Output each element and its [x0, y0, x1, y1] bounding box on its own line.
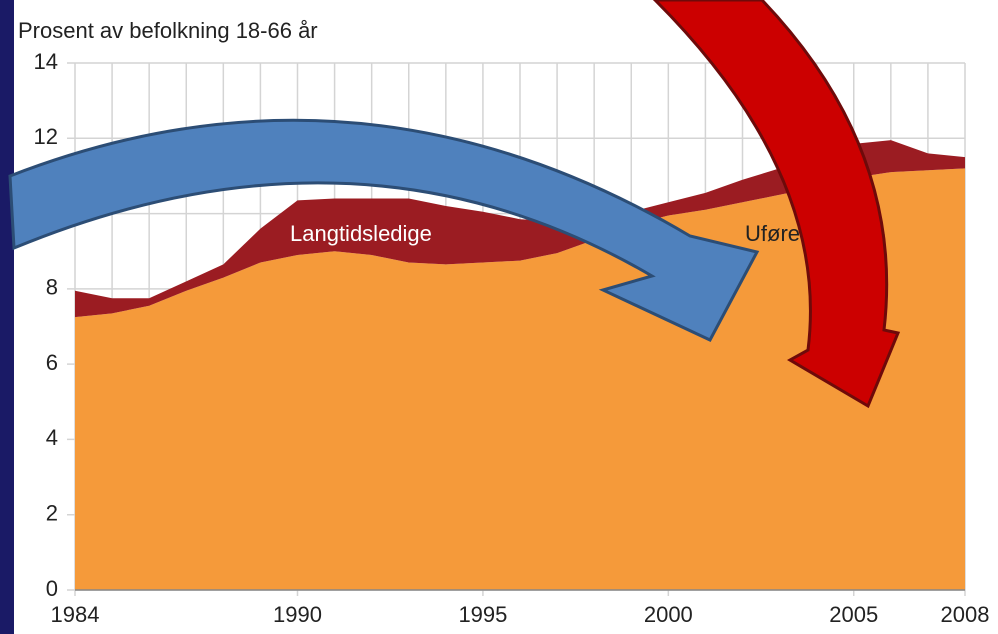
series-label: Langtidsledige: [290, 221, 432, 246]
y-tick-label: 12: [34, 124, 58, 149]
x-tick-label: 2000: [644, 602, 693, 627]
y-tick-label: 2: [46, 501, 58, 526]
chart-title: Prosent av befolkning 18-66 år: [18, 18, 318, 43]
y-tick-label: 8: [46, 275, 58, 300]
x-tick-label: 1995: [458, 602, 507, 627]
x-tick-label: 1990: [273, 602, 322, 627]
area: [75, 140, 965, 318]
blue-arrow: [8, 118, 760, 342]
y-tick-label: 14: [34, 49, 58, 74]
y-tick-label: 6: [46, 350, 58, 375]
y-tick-label: 4: [46, 425, 58, 450]
x-tick-label: 2008: [941, 602, 990, 627]
x-tick-label: 1984: [51, 602, 100, 627]
red-arrow: [652, 0, 901, 409]
overlay: [0, 0, 901, 634]
y-tick-label: 0: [46, 576, 58, 601]
x-tick-label: 2005: [829, 602, 878, 627]
side-strip: [0, 0, 14, 634]
